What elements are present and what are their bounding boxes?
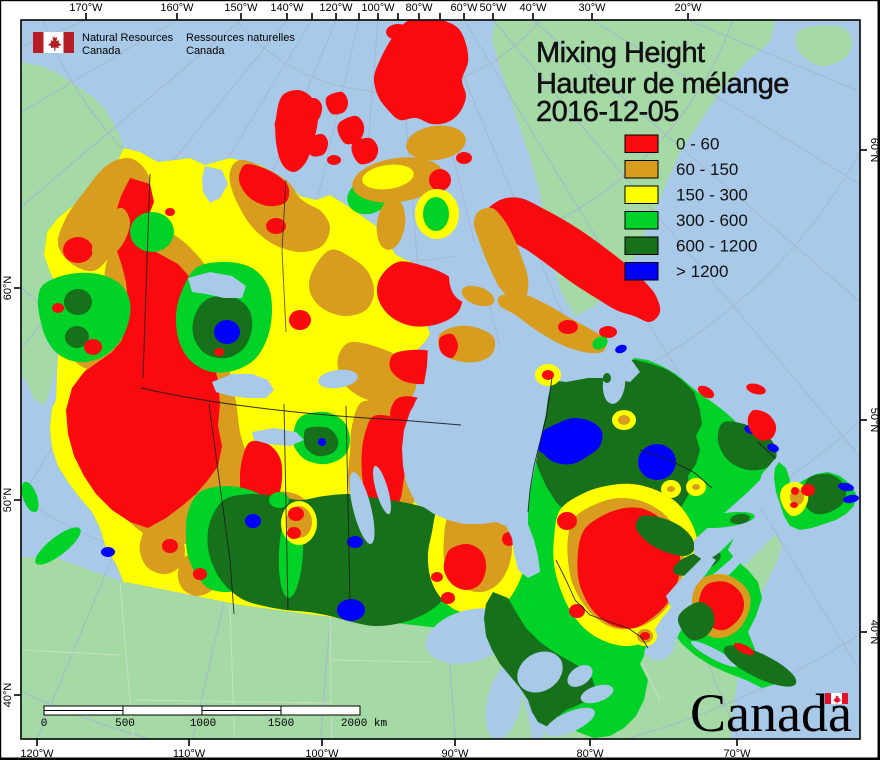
svg-text:140°W: 140°W [270,2,304,14]
svg-text:120°W: 120°W [20,748,54,760]
svg-text:50°N: 50°N [868,408,880,433]
svg-text:70°W: 70°W [723,748,751,760]
svg-text:30°W: 30°W [578,2,606,14]
svg-text:120°W: 120°W [319,2,353,14]
svg-text:60°N: 60°N [2,276,14,301]
svg-text:80°W: 80°W [405,2,433,14]
svg-text:20°W: 20°W [674,2,702,14]
svg-text:0 - 60: 0 - 60 [676,135,719,154]
svg-text:1500: 1500 [268,718,294,730]
svg-text:Canada: Canada [690,683,852,743]
svg-text:Canada: Canada [186,45,225,57]
svg-text:40°N: 40°N [868,620,880,645]
svg-text:300 - 600: 300 - 600 [676,211,748,230]
svg-text:60 - 150: 60 - 150 [676,160,738,179]
svg-text:60°N: 60°N [868,138,880,163]
svg-text:110°W: 110°W [173,748,206,760]
svg-text:0: 0 [41,718,48,730]
svg-text:> 1200: > 1200 [676,262,728,281]
svg-text:160°W: 160°W [160,2,194,14]
svg-text:150 - 300: 150 - 300 [676,186,748,205]
svg-text:90°W: 90°W [441,748,469,760]
svg-text:Canada: Canada [82,45,121,57]
svg-text:Ressources naturelles: Ressources naturelles [186,32,295,44]
svg-text:50°W: 50°W [479,2,507,14]
svg-text:80°W: 80°W [576,748,604,760]
svg-text:60°W: 60°W [450,2,478,14]
svg-text:Natural Resources: Natural Resources [82,32,174,44]
svg-text:50°N: 50°N [2,488,14,513]
svg-text:40°N: 40°N [2,683,14,708]
svg-text:2016-12-05: 2016-12-05 [536,96,679,128]
svg-text:100°W: 100°W [305,748,339,760]
svg-text:600 - 1200: 600 - 1200 [676,237,757,256]
svg-text:500: 500 [115,718,135,730]
svg-text:Hauteur de mélange: Hauteur de mélange [536,68,789,100]
svg-text:100°W: 100°W [361,2,395,14]
svg-text:40°W: 40°W [519,2,547,14]
svg-text:170°W: 170°W [69,2,103,14]
svg-text:2000 km: 2000 km [341,718,388,730]
svg-text:1000: 1000 [190,718,216,730]
svg-text:Mixing Height: Mixing Height [536,37,705,69]
svg-text:150°W: 150°W [224,2,258,14]
